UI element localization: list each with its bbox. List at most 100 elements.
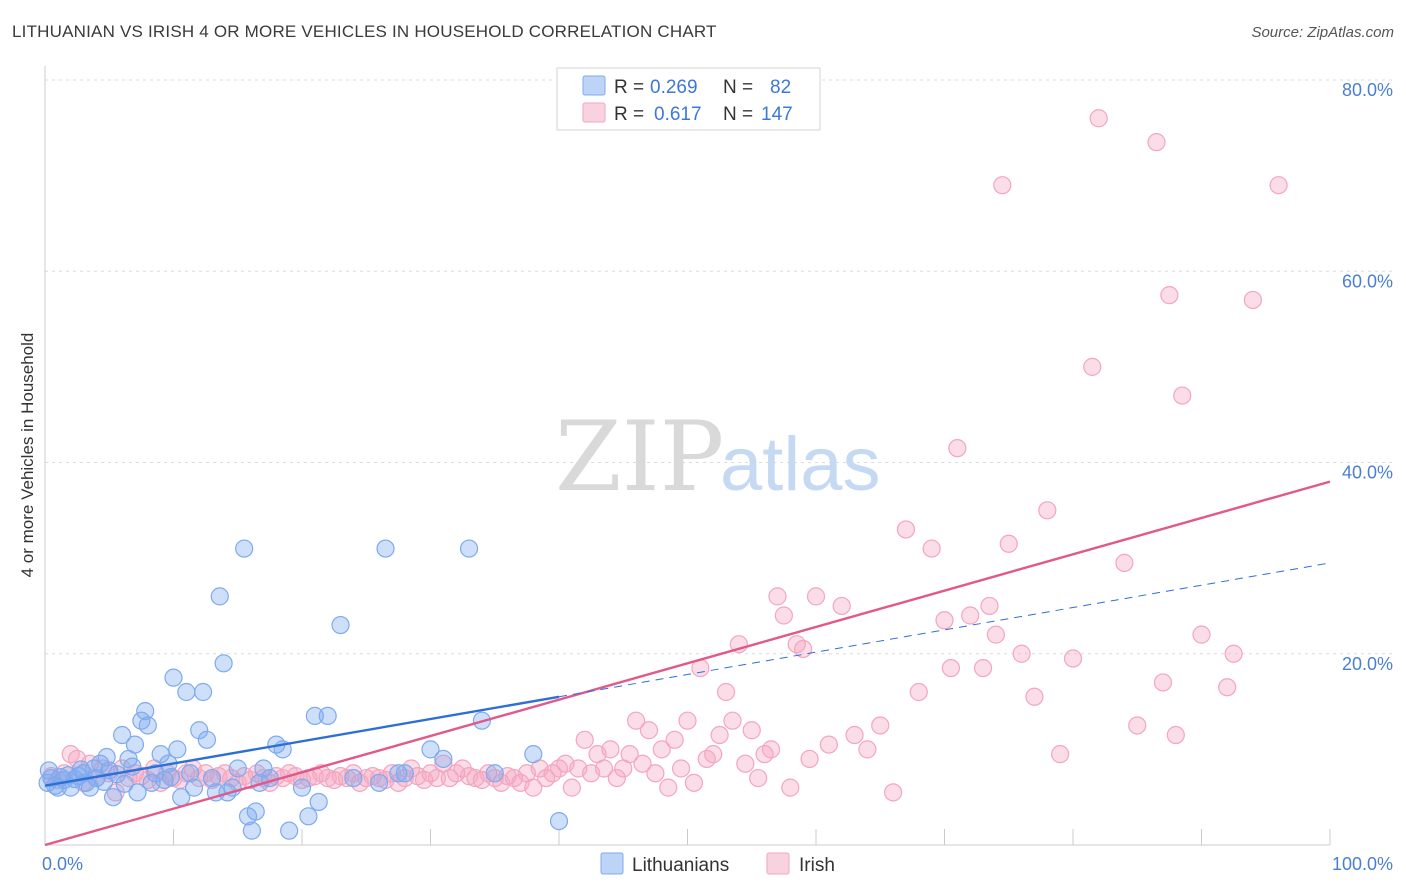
irish-point bbox=[858, 740, 877, 759]
irish-point bbox=[781, 778, 800, 797]
lithuanian-point bbox=[421, 740, 440, 759]
legend-n-value-2: 147 bbox=[761, 104, 793, 125]
legend-n-label-1: N = bbox=[723, 77, 753, 98]
irish-points bbox=[42, 109, 1288, 802]
irish-point bbox=[761, 740, 781, 759]
irish-point bbox=[646, 764, 665, 783]
bottom-legend-swatch-lithuanians bbox=[600, 852, 624, 875]
irish-point bbox=[819, 735, 838, 754]
lithuanian-point bbox=[299, 807, 318, 826]
legend-n-label-2: N = bbox=[723, 104, 753, 125]
irish-point bbox=[871, 716, 890, 735]
irish-point bbox=[710, 725, 729, 745]
lithuanian-point bbox=[389, 764, 408, 783]
lithuanian-point bbox=[112, 725, 132, 745]
irish-point bbox=[980, 596, 999, 616]
lithuanian-point bbox=[125, 735, 145, 754]
lithuanian-point bbox=[161, 768, 181, 787]
irish-point bbox=[671, 759, 691, 778]
irish-point bbox=[973, 658, 993, 678]
irish-point bbox=[986, 625, 1006, 644]
irish-point bbox=[774, 606, 793, 625]
legend: R = 0.269 N = 82 R = 0.617 N = 147 bbox=[556, 67, 821, 131]
irish-point bbox=[948, 439, 967, 458]
x-tick-label-end: 100.0% bbox=[1332, 854, 1393, 874]
irish-point bbox=[1218, 678, 1237, 697]
lithuanian-point bbox=[434, 749, 453, 769]
lithuanian-trend-line bbox=[44, 695, 560, 787]
irish-point bbox=[1115, 553, 1134, 573]
source-label: Source: ZipAtlas.com bbox=[1251, 24, 1394, 41]
lithuanian-point bbox=[168, 740, 187, 759]
irish-point bbox=[1012, 644, 1031, 663]
lithuanian-point bbox=[138, 716, 157, 735]
irish-point bbox=[716, 682, 736, 702]
y-tick-label-4: 80.0% bbox=[1342, 80, 1393, 100]
irish-point bbox=[659, 778, 678, 797]
chart-title: LITHUANIAN VS IRISH 4 OR MORE VEHICLES I… bbox=[12, 22, 717, 41]
y-tick-label-1: 20.0% bbox=[1342, 654, 1393, 674]
irish-point bbox=[749, 768, 768, 788]
lithuanian-point bbox=[115, 774, 134, 793]
lithuanian-point bbox=[254, 759, 273, 778]
legend-swatch-irish bbox=[582, 102, 606, 123]
lithuanian-point bbox=[128, 783, 147, 802]
irish-point bbox=[626, 711, 646, 730]
y-axis-label: 4 or more Vehicles in Household bbox=[18, 333, 37, 578]
irish-point bbox=[883, 783, 903, 802]
bottom-legend: Lithuanians Irish bbox=[600, 852, 835, 876]
lithuanian-point bbox=[305, 706, 324, 726]
lithuanian-point bbox=[280, 821, 299, 840]
legend-r-label-2: R = bbox=[614, 104, 644, 125]
y-tick-label-3: 60.0% bbox=[1342, 271, 1393, 291]
lithuanian-point bbox=[197, 730, 217, 749]
irish-point bbox=[575, 730, 594, 749]
irish-point bbox=[1083, 357, 1102, 376]
bottom-legend-lithuanians: Lithuanians bbox=[632, 855, 729, 876]
lithuanian-point bbox=[344, 768, 363, 788]
lithuanian-point bbox=[202, 768, 222, 788]
lithuanian-point bbox=[524, 745, 543, 764]
legend-r-value-2: 0.617 bbox=[654, 104, 702, 125]
lithuanian-trend-extension bbox=[558, 562, 1331, 698]
irish-point bbox=[742, 721, 761, 740]
lithuanian-point bbox=[71, 760, 91, 779]
lithuanian-point bbox=[395, 764, 414, 783]
lithuanian-point bbox=[151, 745, 170, 764]
lithuanian-point bbox=[309, 792, 328, 812]
irish-point bbox=[684, 773, 704, 792]
lithuanian-point bbox=[146, 764, 165, 783]
irish-point bbox=[678, 711, 697, 730]
irish-point bbox=[607, 768, 626, 788]
irish-point bbox=[620, 745, 639, 764]
trend-lines bbox=[44, 480, 1331, 847]
lithuanian-point bbox=[214, 654, 233, 673]
irish-point bbox=[941, 658, 961, 678]
lithuanian-point bbox=[181, 764, 200, 783]
irish-point bbox=[993, 176, 1012, 195]
irish-point bbox=[1063, 649, 1083, 668]
irish-point bbox=[1269, 176, 1288, 195]
watermark-zip: ZIP bbox=[555, 401, 724, 513]
lithuanian-point bbox=[370, 773, 389, 792]
irish-point bbox=[665, 730, 684, 749]
irish-point bbox=[736, 754, 755, 773]
legend-r-value-1: 0.269 bbox=[650, 77, 698, 98]
irish-point bbox=[652, 740, 671, 759]
lithuanian-point bbox=[104, 788, 123, 807]
watermark: ZIP atlas bbox=[555, 401, 881, 513]
lithuanian-point bbox=[331, 615, 350, 635]
lithuanian-point bbox=[91, 754, 110, 773]
legend-r-label-1: R = bbox=[614, 77, 644, 98]
lithuanian-point bbox=[228, 759, 247, 778]
irish-point bbox=[961, 606, 980, 625]
lithuanian-point bbox=[235, 539, 254, 558]
irish-point bbox=[1147, 133, 1166, 152]
tick-labels: 20.0% 40.0% 60.0% 80.0% 0.0% 100.0% bbox=[42, 80, 1393, 874]
lithuanian-points bbox=[38, 539, 569, 840]
axes bbox=[44, 66, 1331, 846]
lithuanian-point bbox=[376, 539, 395, 558]
irish-point bbox=[594, 759, 614, 778]
bottom-legend-swatch-irish bbox=[766, 852, 790, 875]
watermark-atlas: atlas bbox=[720, 422, 881, 507]
